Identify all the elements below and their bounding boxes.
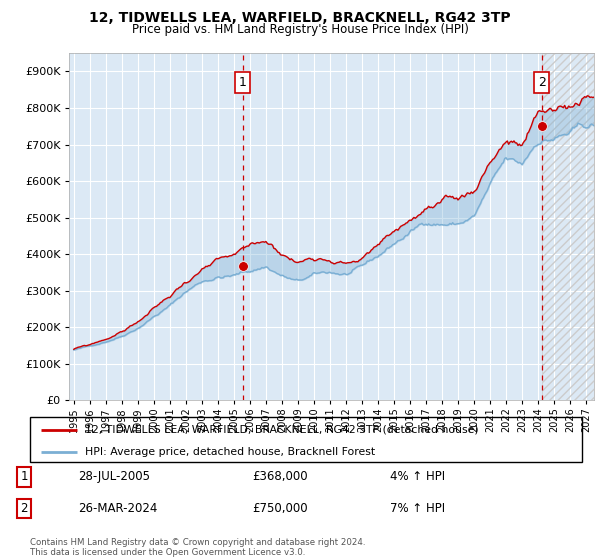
Text: 12, TIDWELLS LEA, WARFIELD, BRACKNELL, RG42 3TP: 12, TIDWELLS LEA, WARFIELD, BRACKNELL, R…: [89, 11, 511, 25]
Text: Contains HM Land Registry data © Crown copyright and database right 2024.
This d: Contains HM Land Registry data © Crown c…: [30, 538, 365, 557]
Text: 2: 2: [538, 76, 545, 89]
Text: HPI: Average price, detached house, Bracknell Forest: HPI: Average price, detached house, Brac…: [85, 447, 376, 457]
Text: 1: 1: [20, 470, 28, 483]
Text: 12, TIDWELLS LEA, WARFIELD, BRACKNELL, RG42 3TP (detached house): 12, TIDWELLS LEA, WARFIELD, BRACKNELL, R…: [85, 424, 479, 435]
Text: £750,000: £750,000: [252, 502, 308, 515]
Text: 28-JUL-2005: 28-JUL-2005: [78, 470, 150, 483]
Text: 1: 1: [239, 76, 247, 89]
Text: 7% ↑ HPI: 7% ↑ HPI: [390, 502, 445, 515]
Text: £368,000: £368,000: [252, 470, 308, 483]
Text: 2: 2: [20, 502, 28, 515]
Text: 4% ↑ HPI: 4% ↑ HPI: [390, 470, 445, 483]
Text: 26-MAR-2024: 26-MAR-2024: [78, 502, 157, 515]
Text: Price paid vs. HM Land Registry's House Price Index (HPI): Price paid vs. HM Land Registry's House …: [131, 23, 469, 36]
